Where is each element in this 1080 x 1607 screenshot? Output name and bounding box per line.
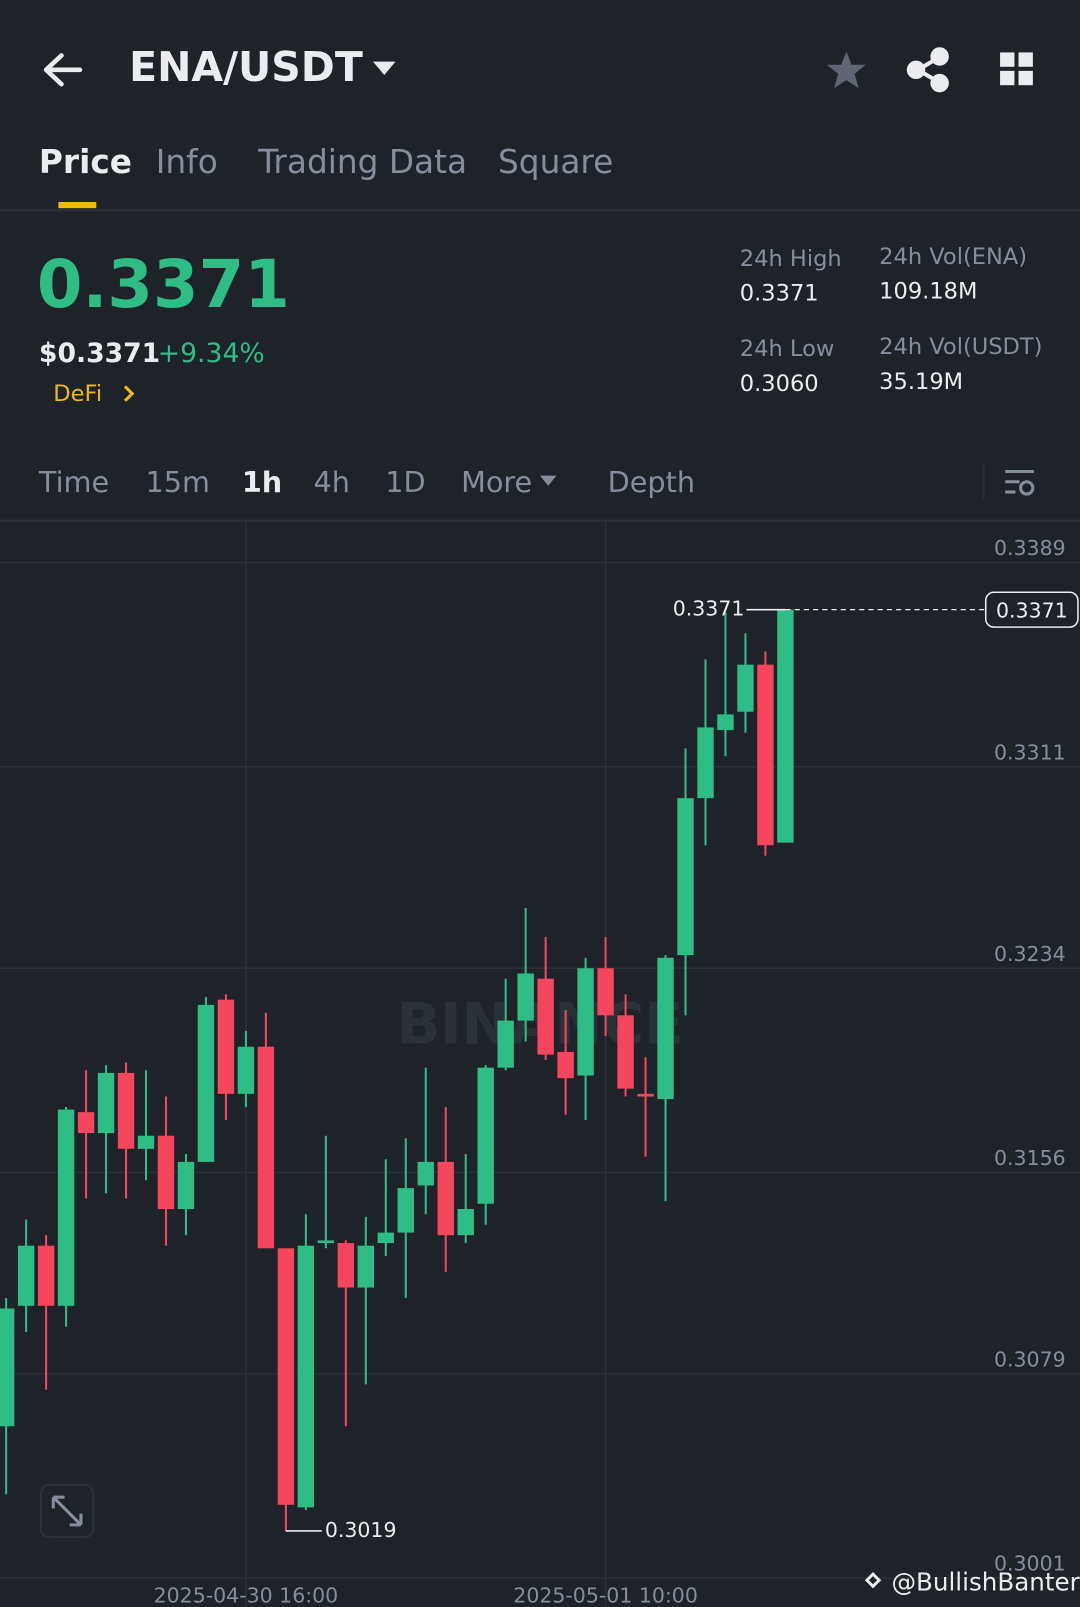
candle-body xyxy=(17,1245,35,1306)
stat-value: 109.18M xyxy=(879,279,977,305)
candlestick-chart: BINANCE0.33890.33110.32340.31560.30790.3… xyxy=(0,520,1080,1607)
more-dropdown[interactable] xyxy=(540,475,557,486)
y-tick-label: 0.3234 xyxy=(994,942,1066,966)
stat-label: 24h Low xyxy=(740,336,834,362)
candle-body xyxy=(117,1072,135,1149)
pair-title[interactable]: ENA/USDT xyxy=(129,43,363,91)
candle-body xyxy=(577,968,594,1076)
candle-body xyxy=(297,1245,315,1508)
last-price-box xyxy=(984,591,1079,628)
stat-value: 0.3371 xyxy=(740,281,819,307)
candle-body xyxy=(37,1245,55,1306)
share-button[interactable] xyxy=(906,47,949,93)
stat-label: 24h High xyxy=(740,246,842,272)
interval[interactable]: 15m xyxy=(146,465,210,499)
back-button[interactable] xyxy=(43,53,83,87)
candle-body xyxy=(317,1240,335,1244)
candle-body xyxy=(437,1161,454,1236)
candle-body xyxy=(397,1188,414,1233)
tab[interactable]: Info xyxy=(156,143,218,181)
candle-body xyxy=(757,664,774,846)
y-tick-label: 0.3079 xyxy=(994,1348,1066,1372)
candle-body xyxy=(97,1072,115,1134)
candle-body xyxy=(637,1093,654,1097)
candle-body xyxy=(417,1161,434,1186)
credit: @BullishBanter xyxy=(891,1567,1080,1596)
interval[interactable]: Time xyxy=(38,465,109,499)
stat-label: 24h Vol(USDT) xyxy=(879,334,1042,360)
candle-body xyxy=(677,798,694,956)
candle-body xyxy=(277,1248,295,1505)
candle-body xyxy=(517,973,534,1021)
usd-price: $0.3371 xyxy=(39,338,160,369)
y-tick-label: 0.3389 xyxy=(994,536,1066,560)
grid-menu[interactable] xyxy=(1000,52,1033,86)
candle-body xyxy=(457,1209,474,1236)
candle-body xyxy=(617,1015,634,1089)
candle-body xyxy=(477,1067,494,1204)
tag[interactable]: DeFi xyxy=(53,381,102,407)
stat-value: 0.3060 xyxy=(740,371,819,397)
tab-indicator xyxy=(58,202,97,209)
stat-label: 24h Vol(ENA) xyxy=(879,244,1027,270)
interval[interactable]: 4h xyxy=(314,465,350,499)
interval[interactable]: 1h xyxy=(242,465,282,499)
candle-body xyxy=(0,1308,15,1427)
x-tick-label: 2025-05-01 10:00 xyxy=(513,1584,698,1607)
interval[interactable]: More xyxy=(461,465,532,499)
candle-body xyxy=(157,1135,175,1210)
expand-button[interactable] xyxy=(39,1483,95,1539)
interval[interactable]: Depth xyxy=(608,465,695,499)
candle-body xyxy=(257,1046,275,1249)
candle-body xyxy=(557,1051,574,1079)
y-tick-label: 0.3156 xyxy=(994,1146,1066,1170)
chart-settings[interactable] xyxy=(1005,469,1035,496)
candle-body xyxy=(217,999,235,1094)
candle-body xyxy=(717,714,734,731)
tab[interactable]: Trading Data xyxy=(257,143,467,181)
stat-value: 35.19M xyxy=(879,369,963,395)
candle-body xyxy=(337,1243,355,1288)
tab[interactable]: Square xyxy=(498,143,613,181)
x-tick-label: 2025-04-30 16:00 xyxy=(154,1584,339,1607)
y-tick-label: 0.3311 xyxy=(994,740,1066,764)
pair-dropdown[interactable] xyxy=(372,61,396,75)
last-price: 0.3371 xyxy=(37,247,290,323)
candle-body xyxy=(657,957,674,1100)
y-tick-label: 0.3001 xyxy=(994,1552,1066,1576)
candle-body xyxy=(737,664,754,712)
favorite-star[interactable] xyxy=(826,51,866,89)
candle-body xyxy=(137,1135,155,1149)
candle-body xyxy=(597,968,614,1016)
candle-body xyxy=(197,1004,215,1162)
low-marker-label: 0.3019 xyxy=(325,1518,397,1542)
candle-body xyxy=(177,1161,195,1210)
candle-body xyxy=(357,1245,375,1288)
high-marker-label: 0.3371 xyxy=(673,597,745,621)
last-price-label: 0.3371 xyxy=(996,599,1068,623)
candle-body xyxy=(697,727,714,799)
interval[interactable]: 1D xyxy=(385,465,425,499)
tag-arrow[interactable] xyxy=(123,385,135,402)
candle-body xyxy=(77,1112,95,1134)
candle-body xyxy=(497,1020,514,1068)
candle-body xyxy=(537,978,554,1055)
candle-body xyxy=(777,609,794,843)
credit-logo xyxy=(864,1572,882,1589)
tab[interactable]: Price xyxy=(39,143,132,181)
candle-body xyxy=(237,1046,255,1094)
price-change: +9.34% xyxy=(158,338,265,369)
candle-body xyxy=(57,1109,75,1306)
candle-body xyxy=(377,1232,394,1244)
